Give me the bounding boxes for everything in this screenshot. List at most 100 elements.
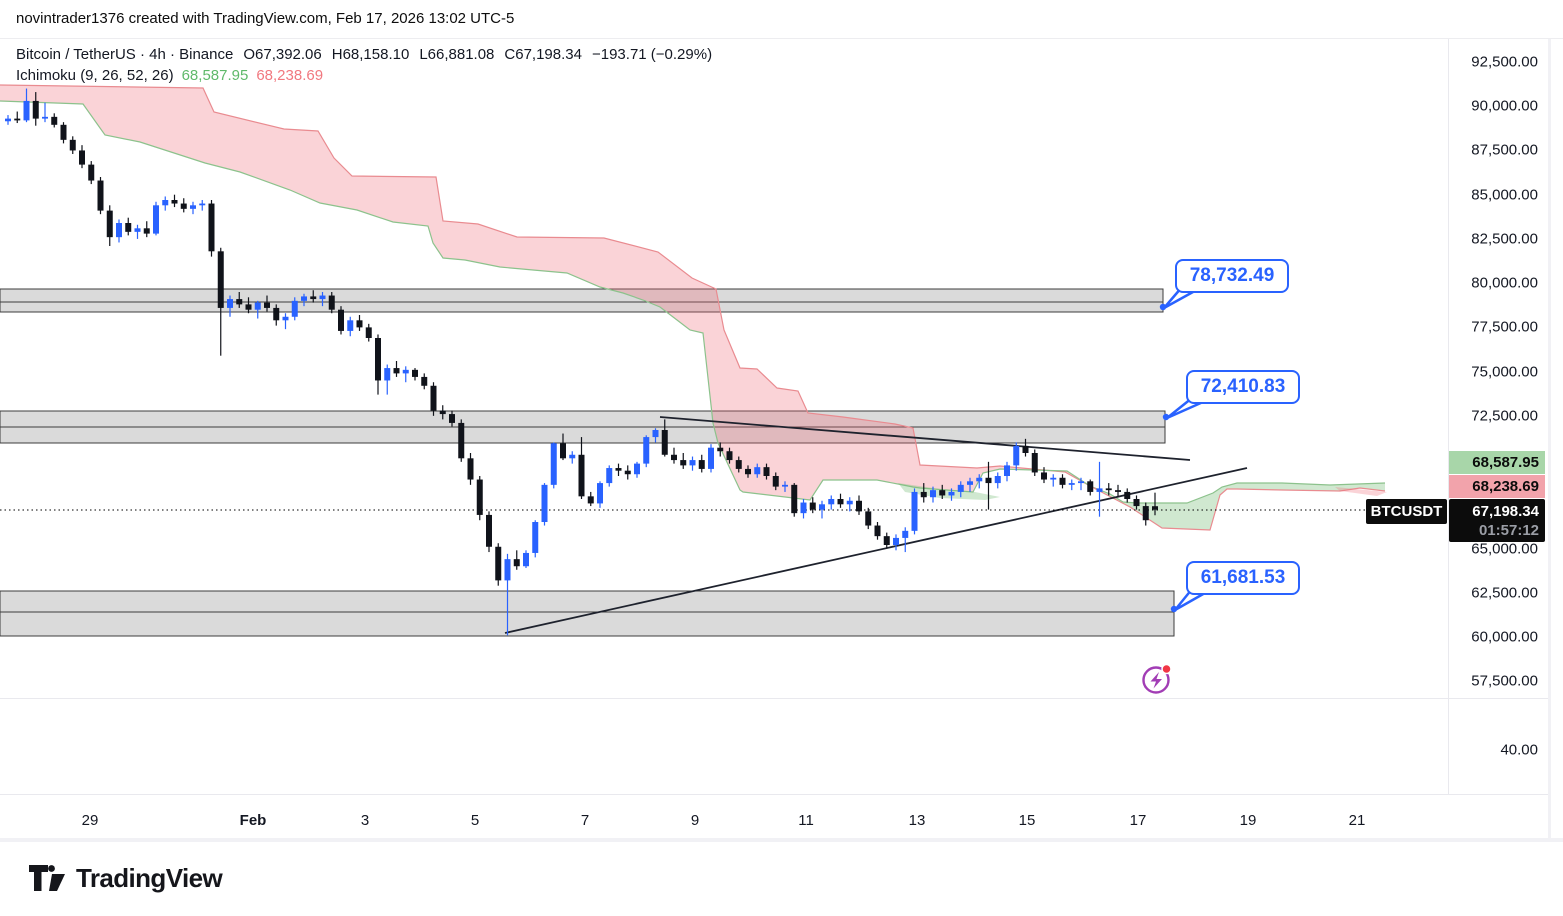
candle-body bbox=[828, 498, 835, 505]
watermark-text: novintrader1376 created with TradingView… bbox=[16, 10, 515, 27]
sr-zone bbox=[0, 590, 1175, 637]
candle-body bbox=[865, 511, 872, 526]
candle-body bbox=[976, 477, 983, 482]
candle-body bbox=[23, 100, 30, 121]
senkou-b-line bbox=[0, 84, 1091, 487]
candle-body bbox=[680, 460, 687, 466]
time-axis-border bbox=[0, 794, 1549, 795]
senkou-b-axis-label: 68,238.69 bbox=[1449, 475, 1545, 498]
candle-body bbox=[893, 537, 899, 545]
candle-body bbox=[291, 300, 298, 317]
ichimoku-cloud-bullish bbox=[1090, 483, 1385, 530]
candle-body bbox=[763, 467, 770, 476]
time-tick-label: Feb bbox=[239, 812, 267, 829]
symbol-legend[interactable]: Bitcoin / TetherUS · 4h · Binance O67,39… bbox=[16, 46, 712, 63]
candle-body bbox=[134, 228, 141, 232]
candle-body bbox=[42, 116, 48, 119]
candle-body bbox=[1041, 472, 1047, 480]
candle-body bbox=[985, 477, 992, 484]
candle-body bbox=[245, 304, 252, 310]
candle-body bbox=[708, 447, 714, 469]
bar-countdown: 01:57:12 bbox=[1478, 522, 1539, 539]
candle-body bbox=[920, 491, 927, 498]
candle-body bbox=[1068, 483, 1075, 485]
candle-body bbox=[1050, 477, 1057, 480]
price-callout-78732[interactable]: 78,732.49 bbox=[1175, 259, 1289, 293]
candle-body bbox=[227, 299, 233, 308]
trendline bbox=[504, 467, 1248, 634]
candle-body bbox=[523, 552, 529, 567]
price-tick-label: 75,000.00 bbox=[1471, 363, 1538, 381]
candle-body bbox=[1115, 490, 1121, 492]
price-tick-label: 92,500.00 bbox=[1471, 53, 1538, 71]
symbol-title[interactable]: Bitcoin / TetherUS · 4h · Binance bbox=[16, 46, 234, 63]
candle-body bbox=[60, 124, 67, 140]
candle-body bbox=[264, 302, 270, 308]
candle-body bbox=[902, 530, 909, 538]
candle-body bbox=[661, 429, 668, 455]
candle-body bbox=[1142, 506, 1149, 521]
indicator-legend[interactable]: Ichimoku (9, 26, 52, 26) 68,587.95 68,23… bbox=[16, 67, 323, 84]
time-tick-label: 3 bbox=[360, 812, 370, 829]
candle-body bbox=[356, 320, 363, 328]
candle-body bbox=[319, 295, 326, 300]
candle-body bbox=[939, 490, 946, 496]
candle-body bbox=[597, 483, 603, 504]
zone-anchor-dot bbox=[1170, 605, 1178, 613]
candle-body bbox=[532, 521, 539, 553]
candle-body bbox=[745, 468, 751, 475]
candle-body bbox=[874, 525, 881, 537]
price-callout-61681[interactable]: 61,681.53 bbox=[1186, 561, 1300, 595]
price-tick-label: 72,500.00 bbox=[1471, 407, 1538, 425]
zone-anchor-dot bbox=[1162, 413, 1170, 421]
candle-body bbox=[615, 468, 622, 471]
candle-body bbox=[994, 475, 1001, 484]
candle-body bbox=[689, 460, 696, 466]
indicator-name[interactable]: Ichimoku (9, 26, 52, 26) bbox=[16, 67, 174, 84]
candle-body bbox=[476, 479, 483, 515]
lightning-bolt-glyph bbox=[1150, 672, 1162, 689]
price-tick-label: 60,000.00 bbox=[1471, 628, 1538, 646]
sr-zone bbox=[0, 288, 1164, 313]
candle-body bbox=[578, 454, 585, 497]
candle-body bbox=[393, 368, 400, 374]
candle-body bbox=[782, 484, 788, 487]
time-tick-label: 5 bbox=[470, 812, 480, 829]
candle-body bbox=[754, 467, 761, 475]
candle-body bbox=[180, 203, 187, 209]
candle-body bbox=[449, 414, 455, 423]
candle-body bbox=[328, 295, 335, 310]
candle-body bbox=[32, 100, 39, 119]
tradingview-logo[interactable]: TradingView bbox=[28, 861, 223, 895]
candle-body bbox=[273, 307, 280, 321]
candle-body bbox=[365, 327, 372, 338]
price-tick-label: 62,500.00 bbox=[1471, 584, 1538, 602]
senkou-a-axis-label: 68,587.95 bbox=[1449, 451, 1545, 474]
time-tick-label: 29 bbox=[81, 812, 99, 829]
pane-divider[interactable] bbox=[0, 698, 1549, 699]
candle-body bbox=[1059, 477, 1066, 485]
price-tick-label: 57,500.00 bbox=[1471, 672, 1538, 690]
price-tick-label: 90,000.00 bbox=[1471, 97, 1538, 115]
notification-dot bbox=[1161, 663, 1172, 675]
candle-body bbox=[338, 309, 344, 331]
candle-body bbox=[541, 484, 548, 522]
right-border bbox=[1548, 38, 1551, 838]
candle-body bbox=[957, 484, 964, 492]
senkou-a-value: 68,587.95 bbox=[181, 67, 249, 84]
candle-body bbox=[347, 320, 354, 331]
candle-body bbox=[726, 451, 733, 461]
candle-body bbox=[412, 369, 418, 377]
candle-body bbox=[254, 302, 261, 310]
price-tick-label: 85,000.00 bbox=[1471, 186, 1538, 204]
candle-body bbox=[384, 368, 391, 381]
candle-body bbox=[14, 118, 21, 121]
zone-anchor-dot bbox=[1159, 303, 1167, 311]
candle-body bbox=[1031, 452, 1038, 473]
candle-body bbox=[199, 203, 206, 206]
candle-body bbox=[717, 447, 724, 452]
candle-body bbox=[439, 410, 446, 415]
price-callout-72410[interactable]: 72,410.83 bbox=[1186, 370, 1300, 404]
